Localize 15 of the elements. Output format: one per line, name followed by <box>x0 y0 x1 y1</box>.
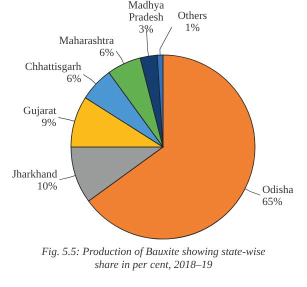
data-label: 10% <box>37 180 58 192</box>
slice-label: Chhattisgarh <box>25 61 82 74</box>
data-label: 3% <box>138 23 154 36</box>
slice-label: Maharashtra <box>59 35 114 48</box>
slice-label: Others <box>178 10 208 22</box>
slice-label: Odisha <box>262 184 294 196</box>
caption: Fig. 5.5: Production of Bauxite showing state-wise share in per cent, 2018–19 <box>40 246 266 272</box>
slice-label: Jharkhand <box>12 168 58 180</box>
data-label: 6% <box>99 47 114 60</box>
data-label: 1% <box>185 22 200 34</box>
data-label: 65% <box>262 196 282 208</box>
slice-label: Madhya Pradesh <box>128 0 164 24</box>
slice-label: Gujarat <box>23 104 56 117</box>
data-label: 6% <box>66 73 82 86</box>
data-label: 9% <box>42 116 56 129</box>
